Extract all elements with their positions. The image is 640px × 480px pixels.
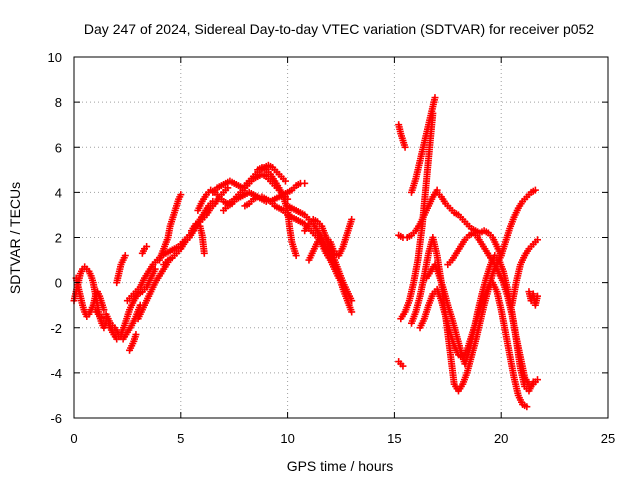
data-point bbox=[301, 179, 309, 187]
data-point bbox=[292, 252, 300, 260]
data-point bbox=[200, 249, 208, 257]
data-point bbox=[401, 143, 409, 151]
data-point bbox=[132, 331, 140, 339]
y-tick-label: 2 bbox=[55, 231, 62, 246]
data-point bbox=[100, 306, 108, 314]
data-point bbox=[348, 308, 356, 316]
data-point bbox=[534, 236, 542, 244]
data-point bbox=[497, 252, 505, 260]
data-point bbox=[523, 403, 531, 411]
data-point bbox=[531, 186, 539, 194]
y-tick-label: 4 bbox=[55, 185, 62, 200]
y-tick-label: -6 bbox=[50, 411, 62, 426]
data-point bbox=[348, 215, 356, 223]
x-tick-label: 20 bbox=[494, 431, 508, 446]
data-point bbox=[431, 94, 439, 102]
y-tick-label: 10 bbox=[48, 50, 62, 65]
data-points bbox=[70, 94, 542, 411]
x-tick-label: 25 bbox=[601, 431, 615, 446]
data-point bbox=[534, 292, 542, 300]
grid-lines bbox=[74, 57, 608, 418]
y-tick-label: 6 bbox=[55, 140, 62, 155]
data-point bbox=[399, 362, 407, 370]
data-point bbox=[177, 191, 185, 199]
x-tick-label: 5 bbox=[177, 431, 184, 446]
y-tick-label: 8 bbox=[55, 95, 62, 110]
x-tick-label: 15 bbox=[387, 431, 401, 446]
axis-ticks: 0 5 10 15 20 25 -6 -4 -2 0 2 4 6 8 10 bbox=[48, 50, 616, 446]
data-point bbox=[143, 243, 151, 251]
y-tick-label: -4 bbox=[50, 366, 62, 381]
x-axis-title: GPS time / hours bbox=[287, 458, 394, 474]
y-tick-label: 0 bbox=[55, 276, 62, 291]
data-point bbox=[348, 297, 356, 305]
y-axis-title: SDTVAR / TECUs bbox=[7, 182, 23, 294]
data-point bbox=[534, 376, 542, 384]
x-tick-label: 10 bbox=[280, 431, 294, 446]
data-point bbox=[281, 177, 289, 185]
chart-title: Day 247 of 2024, Sidereal Day-to-day VTE… bbox=[84, 21, 594, 37]
data-point bbox=[121, 252, 129, 260]
x-tick-label: 0 bbox=[70, 431, 77, 446]
y-tick-label: -2 bbox=[50, 321, 62, 336]
